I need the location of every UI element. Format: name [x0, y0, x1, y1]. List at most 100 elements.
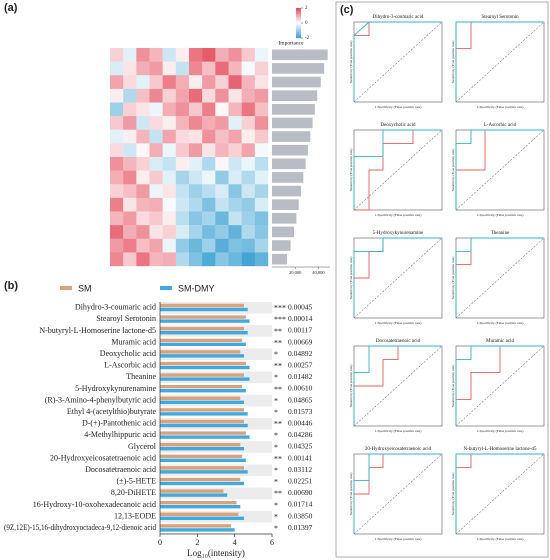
- roc-diagonal: [455, 453, 545, 535]
- heatmap-cell: [162, 157, 177, 171]
- bar: [160, 516, 244, 520]
- colorbar-step: [296, 36, 301, 39]
- importance-tick-label: 20,000: [289, 270, 302, 276]
- heatmap-cell: [202, 225, 216, 239]
- heatmap-cell: [149, 61, 163, 76]
- bar: [160, 481, 244, 486]
- roc-curve: [455, 237, 544, 318]
- p-value: 0.04865: [288, 395, 313, 404]
- heatmap-cell: [215, 88, 229, 103]
- heatmap-cell: [123, 48, 137, 62]
- heatmap-cell: [136, 143, 150, 158]
- heatmap-cell: [254, 252, 269, 267]
- colorbar-step: [296, 8, 301, 10]
- heatmap-cell: [215, 197, 229, 212]
- heatmap-cell: [162, 88, 177, 103]
- heatmap-cell: [149, 197, 163, 212]
- heatmap-cell: [175, 116, 190, 130]
- category-label: Muramic acid: [111, 337, 156, 346]
- heatmap-cell: [149, 170, 163, 185]
- heatmap-cell: [123, 75, 137, 90]
- heatmap-cell: [136, 170, 150, 185]
- heatmap-cell: [228, 252, 242, 267]
- colorbar-step: [296, 14, 301, 16]
- heatmap-cell: [149, 184, 163, 199]
- bar: [160, 477, 241, 482]
- heatmap-cell: [241, 48, 256, 62]
- importance-bar: [272, 226, 295, 238]
- heatmap-cell: [189, 170, 203, 185]
- heatmap-cell: [136, 116, 150, 130]
- roc-title: Dihydro-3-coumaric acid: [373, 15, 424, 20]
- colorbar-tick-label: 0: [305, 21, 308, 26]
- heatmap-cell: [123, 88, 137, 103]
- significance-stars: **: [274, 420, 282, 429]
- significance-stars: **: [274, 454, 282, 463]
- roc-title: 5-Hydroxykynurenamine: [373, 231, 424, 236]
- roc-x-label: 1-Specificity (False positive rate): [477, 321, 525, 325]
- p-value: 0.04286: [288, 430, 313, 439]
- roc-y-label: Sensitivity (True positive rate): [451, 256, 455, 300]
- p-value: 0.00669: [288, 337, 313, 346]
- roc-x-label: 1-Specificity (False positive rate): [375, 537, 423, 541]
- category-label: Deoxycholic acid: [100, 349, 156, 358]
- heatmap-cell: [189, 184, 203, 199]
- p-value: 0.00446: [288, 419, 313, 428]
- bar: [160, 365, 250, 370]
- heatmap-cell: [254, 75, 269, 90]
- heatmap-cell: [136, 197, 150, 212]
- heatmap-cell: [123, 102, 137, 117]
- colorbar-tick-label: 2: [305, 6, 308, 11]
- heatmap-cell: [175, 88, 190, 103]
- heatmap-cell: [215, 129, 229, 144]
- bar: [160, 377, 250, 381]
- heatmap-cell: [175, 61, 190, 76]
- roc-diagonal: [455, 237, 545, 319]
- heatmap-cell: [215, 116, 229, 130]
- roc-diagonal: [353, 237, 443, 319]
- bar: [160, 408, 244, 412]
- roc-title: N-butyryl-L-Homoserine lactone-d5: [464, 447, 537, 452]
- heatmap-cell: [175, 129, 190, 144]
- roc-y-label: Sensitivity (True positive rate): [349, 40, 353, 84]
- heatmap-cell: [149, 211, 163, 226]
- p-value: 0.00690: [288, 488, 313, 497]
- bar: [160, 342, 246, 346]
- heatmap-cell: [228, 225, 242, 239]
- colorbar-step: [296, 33, 301, 36]
- roc-x-label: 1-Specificity (False positive rate): [375, 429, 423, 433]
- roc-curve: [455, 453, 544, 534]
- importance-bar: [272, 253, 288, 265]
- heatmap-cell: [162, 116, 177, 130]
- heatmap-cell: [110, 197, 124, 212]
- colorbar-step: [296, 15, 301, 18]
- heatmap-cell: [136, 225, 150, 239]
- category-label: 8,20-DiHETE: [111, 488, 156, 497]
- legend-swatch: [160, 286, 172, 290]
- roc-y-label: Sensitivity (True positive rate): [349, 148, 353, 192]
- heatmap-cell: [228, 129, 242, 144]
- heatmap-cell: [241, 170, 256, 185]
- bar: [160, 373, 244, 377]
- roc-diagonal: [455, 21, 545, 103]
- colorbar-step: [296, 12, 301, 15]
- importance-bar: [272, 199, 299, 210]
- heatmap-cell: [254, 211, 269, 226]
- heatmap-cell: [202, 211, 216, 226]
- heatmap-cell: [175, 252, 190, 267]
- bar: [160, 431, 246, 435]
- heatmap-cell: [215, 225, 229, 239]
- heatmap-cell: [110, 61, 124, 76]
- roc-curve: [353, 453, 442, 534]
- panel-label: (c): [340, 4, 354, 16]
- heatmap-cell: [149, 225, 163, 239]
- heatmap-cell: [123, 225, 137, 239]
- heatmap-cell: [241, 197, 256, 212]
- heatmap-cell: [202, 143, 216, 158]
- roc-title: Muramic acid: [486, 339, 514, 344]
- importance-bar: [272, 158, 306, 170]
- roc-x-label: 1-Specificity (False positive rate): [477, 213, 525, 217]
- significance-stars: *: [274, 408, 278, 417]
- bar: [160, 389, 246, 393]
- roc-y-label: Sensitivity (True positive rate): [451, 472, 455, 516]
